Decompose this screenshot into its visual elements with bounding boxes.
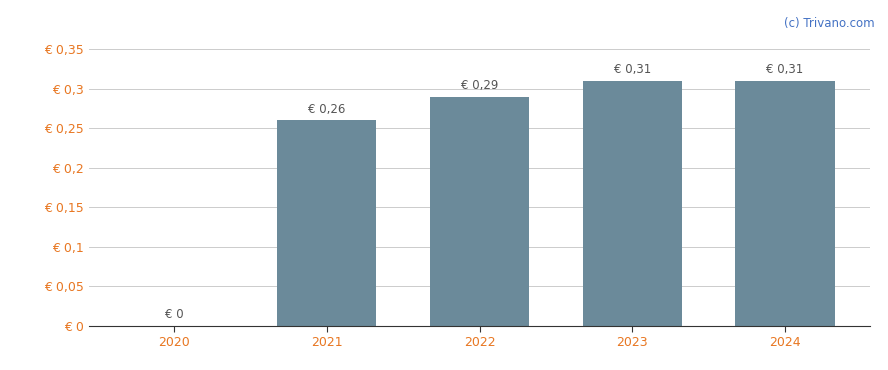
Text: € 0,29: € 0,29 <box>461 79 498 92</box>
Text: € 0,26: € 0,26 <box>308 102 345 116</box>
Text: € 0,31: € 0,31 <box>766 63 804 76</box>
Bar <box>277 120 377 326</box>
Bar <box>583 81 682 326</box>
Text: € 0: € 0 <box>164 308 183 321</box>
Text: € 0,31: € 0,31 <box>614 63 651 76</box>
Bar <box>735 81 835 326</box>
Bar <box>430 97 529 326</box>
Text: (c) Trivano.com: (c) Trivano.com <box>784 17 875 30</box>
